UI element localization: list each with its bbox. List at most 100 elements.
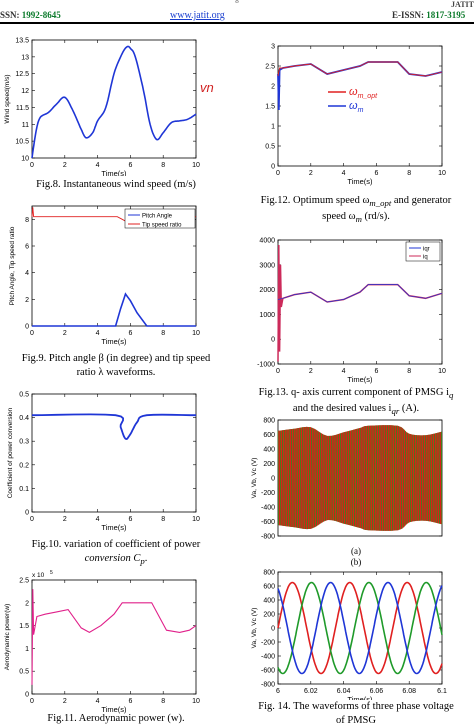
- y-axis-label: Coefficient of power conversion: [7, 407, 14, 498]
- voltage-trace: [322, 434, 324, 522]
- fig8-caption: Fig.8. Instantaneous wind speed (m/s): [36, 179, 196, 190]
- voltage-trace: [300, 427, 302, 529]
- voltage-trace: [431, 434, 433, 522]
- voltage-trace: [434, 433, 436, 523]
- y-axis-label: Va, Vb, Vc (V): [251, 608, 258, 649]
- voltage-trace: [295, 428, 297, 528]
- journal-url-link[interactable]: www.jatit.org: [170, 10, 225, 21]
- plot-frame: [31, 39, 197, 159]
- voltage-trace: [438, 432, 440, 524]
- fig10-caption-sub: p: [140, 556, 145, 567]
- voltage-trace: [419, 435, 421, 521]
- voltage-trace: [324, 435, 326, 521]
- voltage-trace: [317, 431, 320, 525]
- voltage-trace: [321, 433, 323, 523]
- voltage-trace: [297, 428, 299, 528]
- voltage-trace: [293, 428, 295, 528]
- x-tick-label: 8: [407, 170, 411, 177]
- voltage-trace: [371, 425, 373, 531]
- voltage-trace: [402, 428, 405, 528]
- voltage-trace: [420, 435, 423, 521]
- voltage-trace: [344, 431, 347, 525]
- y-tick-label: 1.5: [265, 104, 275, 111]
- y-tick-label: 0.5: [265, 144, 275, 151]
- eissn: E-ISSN: 1817-3195: [392, 10, 465, 20]
- voltage-trace: [378, 425, 380, 531]
- exponent-label: x 10: [32, 572, 45, 579]
- voltage-trace: [368, 425, 370, 531]
- plot-frame: [31, 393, 197, 513]
- voltage-trace: [409, 433, 411, 523]
- voltage-trace: [343, 432, 345, 524]
- x-axis-label: Time(s): [101, 169, 127, 176]
- fig12-caption-sub2: m: [355, 214, 362, 225]
- voltage-trace: [338, 433, 340, 523]
- voltage-trace: [437, 432, 440, 524]
- voltage-trace: [411, 434, 413, 522]
- voltage-trace: [352, 429, 354, 527]
- voltage-trace: [432, 433, 435, 523]
- voltage-trace: [333, 435, 335, 521]
- voltage-trace: [374, 425, 376, 531]
- voltage-trace: [382, 425, 385, 531]
- voltage-trace: [388, 425, 391, 531]
- y-tick-label: -200: [261, 490, 275, 497]
- page-number: 8: [235, 0, 239, 5]
- voltage-trace: [354, 429, 356, 527]
- fig12-caption-text1: Fig.12. Optimum speed ω: [260, 195, 370, 206]
- voltage-trace: [375, 425, 377, 531]
- voltage-trace: [362, 426, 364, 530]
- voltage-trace: [309, 427, 312, 529]
- voltage-trace: [327, 435, 329, 521]
- power-coefficient-plot: 0 0.1 0.2 0.3 0.4 0.5 0 2 4 6 8 10 Time(s) Coefficien…: [7, 392, 200, 533]
- voltage-trace: [292, 428, 294, 528]
- voltage-trace: [312, 428, 314, 528]
- voltage-trace: [325, 435, 327, 521]
- y-tick-label: 800: [263, 570, 275, 577]
- y-tick-label: -800: [261, 682, 275, 689]
- fig12-caption: Fig.12. Optimum speed ωm_opt and generat…: [238, 194, 474, 226]
- voltage-trace: [291, 428, 294, 528]
- voltage-trace: [329, 435, 331, 521]
- x-tick-label: 4: [96, 516, 100, 523]
- voltage-trace: [339, 433, 341, 523]
- voltage-trace: [408, 433, 410, 523]
- y-tick-label: 0.3: [19, 439, 29, 446]
- fig13-caption-line2: and the desired values iqr (A).: [238, 402, 474, 418]
- voltage-trace: [414, 434, 417, 522]
- voltage-trace: [425, 435, 428, 521]
- legend-box: [124, 208, 196, 229]
- voltage-trace: [379, 425, 382, 531]
- y-tick-label: 600: [263, 432, 275, 439]
- voltage-trace: [332, 435, 335, 521]
- voltage-trace: [349, 430, 352, 526]
- y-tick-label: 200: [263, 612, 275, 619]
- wind-speed-line: [31, 45, 197, 159]
- voltage-trace: [366, 425, 368, 531]
- y-tick-label: 2: [25, 600, 29, 607]
- voltage-trace: [406, 432, 408, 524]
- voltage-trace: [332, 435, 334, 521]
- voltage-trace: [284, 429, 286, 527]
- x-tick-label: 6: [128, 162, 132, 169]
- voltage-trace: [319, 432, 321, 524]
- voltage-trace: [373, 425, 375, 531]
- fig13-caption-text1: Fig.13. q- axis current component of PMS…: [258, 387, 450, 398]
- voltage-trace: [349, 430, 351, 526]
- voltage-trace: [350, 430, 353, 526]
- x-tick-label: 10: [192, 516, 200, 523]
- voltage-trace: [393, 425, 395, 531]
- x-tick-label: 6: [276, 688, 280, 695]
- y-axis-label: Pitch Angle, Tip speed ratio: [9, 226, 16, 305]
- y-tick-label: 10: [21, 156, 29, 163]
- voltage-trace: [345, 431, 347, 525]
- fig13-caption-line1: Fig.13. q- axis current component of PMS…: [238, 386, 474, 402]
- y-tick-label: 800: [263, 418, 275, 425]
- legend-label: ωm_opt: [349, 86, 378, 100]
- y-tick-label: 0: [271, 164, 275, 171]
- x-tick-label: 4: [342, 170, 346, 177]
- voltage-trace: [402, 428, 404, 528]
- y-tick-label: 2: [25, 297, 29, 304]
- voltage-trace: [396, 425, 398, 531]
